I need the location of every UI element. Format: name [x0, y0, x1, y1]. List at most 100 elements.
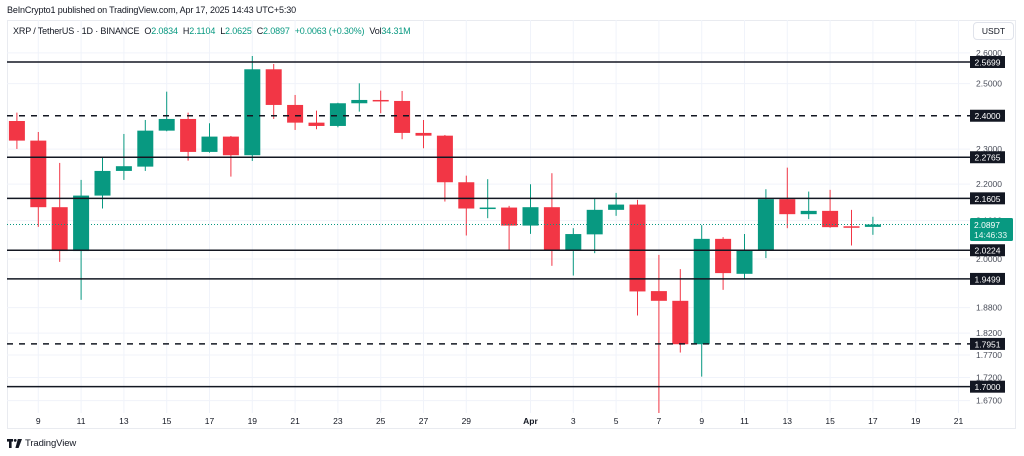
grid — [7, 20, 970, 413]
candle — [672, 269, 689, 353]
level-price-label: 2.4000 — [970, 109, 1005, 122]
candle-body — [30, 140, 47, 208]
candle — [201, 123, 218, 153]
candle-body — [8, 120, 25, 141]
candle-body — [650, 291, 667, 301]
candle-body — [779, 199, 796, 215]
candle — [222, 135, 239, 177]
currency-unit-button[interactable]: USDT — [973, 22, 1014, 40]
candle-body — [287, 104, 304, 123]
price-tick-label: 2.2000 — [976, 179, 1002, 189]
candle-body — [372, 99, 389, 102]
candle — [736, 234, 753, 279]
level-label-box — [970, 244, 1005, 257]
time-axis[interactable]: 9 11 13 15 17 19 21 23 25 27 29 Apr 3 5 7 9 11 13 15 17 19 21 — [36, 416, 964, 426]
candle — [650, 254, 667, 413]
time-tick-label: 9 — [699, 416, 704, 426]
candle-body — [757, 199, 774, 251]
time-tick-label: 21 — [290, 416, 300, 426]
candle — [137, 119, 154, 171]
candle-body — [94, 170, 111, 196]
candle — [30, 131, 47, 227]
candle — [394, 90, 411, 140]
time-tick-label: 7 — [657, 416, 662, 426]
time-tick-label: 13 — [783, 416, 793, 426]
current-price-box — [970, 218, 1013, 242]
level-label-text: 2.1605 — [975, 194, 1001, 204]
candle — [73, 179, 90, 300]
candle-body — [479, 207, 496, 210]
candle — [629, 199, 646, 316]
level-price-label: 1.9499 — [970, 272, 1005, 285]
legend-volume: Vol 34.31M — [369, 26, 411, 36]
candle-body — [394, 100, 411, 133]
level-price-label: 2.0224 — [970, 244, 1005, 257]
level-price-label: 2.5699 — [970, 55, 1005, 68]
level-label-text: 1.7951 — [975, 339, 1001, 349]
level-label-box — [970, 192, 1005, 205]
candle — [608, 192, 625, 216]
candle-body — [265, 69, 282, 105]
price-tick-label: 2.6000 — [976, 48, 1002, 58]
candle — [244, 55, 261, 161]
level-label-text: 2.0224 — [975, 246, 1001, 256]
price-tick-label: 1.8200 — [976, 328, 1002, 338]
level-label-text: 2.4000 — [975, 111, 1001, 121]
tradingview-brand: TradingView — [25, 437, 77, 449]
candle — [308, 110, 325, 130]
level-label-box — [970, 337, 1005, 350]
level-label-text: 2.5699 — [975, 57, 1001, 67]
level-price-label: 2.2765 — [970, 151, 1005, 164]
candles — [8, 55, 881, 413]
publish-attribution: BeInCrypto1 published on TradingView.com… — [7, 5, 296, 15]
level-label-box — [970, 272, 1005, 285]
level-label-text: 2.2765 — [975, 153, 1001, 163]
candle-body — [308, 122, 325, 126]
candle — [8, 112, 25, 149]
candle — [800, 191, 817, 220]
candle-body — [158, 118, 175, 131]
candle-body — [137, 130, 154, 167]
candle-body — [415, 132, 432, 136]
candle-body — [522, 207, 539, 226]
candle — [757, 189, 774, 259]
candle-body — [672, 300, 689, 345]
candle-body — [629, 204, 646, 292]
time-tick-label: 11 — [77, 416, 86, 426]
candle — [693, 225, 710, 377]
time-tick-label: 27 — [419, 416, 429, 426]
legend-low: L 2.0625 — [220, 26, 252, 36]
time-tick-label: 19 — [248, 416, 258, 426]
level-label-text: 1.7000 — [975, 382, 1001, 392]
time-tick-label: 25 — [376, 416, 386, 426]
candle-body — [736, 250, 753, 274]
candle-body — [800, 210, 817, 215]
candle — [565, 228, 582, 276]
candle — [329, 102, 346, 128]
price-tick-label: 1.7200 — [976, 372, 1002, 382]
candle-body — [436, 135, 453, 183]
time-tick-label: 13 — [119, 416, 129, 426]
time-tick-label: 15 — [825, 416, 835, 426]
candle-body — [244, 69, 261, 156]
candle-body — [822, 210, 839, 228]
candle — [715, 237, 732, 290]
legend-high: H 2.1104 — [182, 26, 216, 36]
candle-body — [608, 204, 625, 210]
symbol-title[interactable]: XRP / TetherUS · 1D · BINANCE — [13, 26, 140, 36]
candle-body — [115, 166, 132, 171]
candle-body — [180, 118, 197, 152]
time-tick-label: 15 — [162, 416, 172, 426]
candle — [265, 63, 282, 119]
candle — [51, 162, 68, 262]
candle-body — [693, 238, 710, 345]
legend-change: +0.0063 (+0.30%) — [294, 26, 365, 36]
level-label-box — [970, 380, 1005, 393]
time-tick-label: 17 — [868, 416, 878, 426]
time-tick-label: Apr — [523, 416, 538, 426]
legend-close: C 2.0897 — [256, 26, 290, 36]
time-tick-label: 11 — [740, 416, 749, 426]
bar-close-countdown: 14:46:33 — [974, 230, 1007, 240]
